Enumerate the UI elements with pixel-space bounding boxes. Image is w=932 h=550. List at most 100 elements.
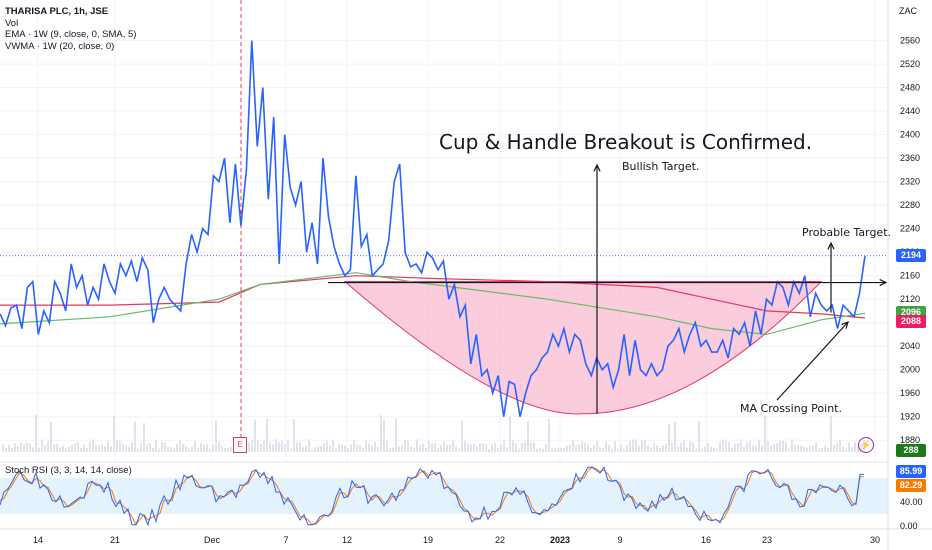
y-tick-label: 2120 — [900, 294, 920, 304]
volume-bar — [35, 414, 37, 452]
volume-bar — [560, 447, 562, 452]
volume-bar — [353, 439, 355, 452]
volume-bar — [785, 442, 787, 452]
volume-bar — [359, 445, 361, 452]
volume-bar — [296, 442, 298, 452]
volume-bar — [290, 448, 292, 452]
volume-bar — [797, 445, 799, 452]
volume-bar — [773, 443, 775, 452]
x-tick-label: 22 — [495, 535, 505, 545]
volume-bar — [632, 439, 634, 452]
volume-bar — [719, 441, 721, 452]
y-tick-label: 2040 — [900, 341, 920, 351]
volume-bar — [380, 415, 382, 452]
volume-bar — [578, 444, 580, 452]
stoch-k-badge: 85.99 — [896, 465, 926, 478]
annotation-arrows — [328, 163, 888, 414]
volume-bar — [500, 444, 502, 452]
volume-bar — [11, 448, 13, 452]
volume-bar — [254, 419, 256, 452]
volume-bar — [416, 439, 418, 452]
volume-bar — [662, 445, 664, 452]
volume-bar — [458, 448, 460, 452]
volume-bar — [275, 439, 277, 452]
volume-bar — [71, 444, 73, 452]
volume-bar — [299, 442, 301, 452]
y-tick-label: 2160 — [900, 271, 920, 281]
ema-label: EMA · 1W (9, close, 0, SMA, 5) — [5, 29, 137, 40]
x-tick-label: 21 — [110, 535, 120, 545]
volume-bar — [545, 444, 547, 452]
volume-bar — [809, 446, 811, 452]
volume-bar — [542, 448, 544, 452]
lightning-icon[interactable]: ⚡ — [858, 437, 874, 453]
volume-bar — [224, 448, 226, 452]
volume-bar — [125, 445, 127, 452]
volume-bar — [497, 448, 499, 452]
volume-bar — [56, 443, 58, 452]
volume-bar — [314, 447, 316, 452]
volume-bar — [488, 448, 490, 452]
volume-bar — [851, 447, 853, 452]
volume-bar — [335, 448, 337, 452]
volume-bar — [473, 444, 475, 452]
volume-bar — [164, 442, 166, 452]
volume-bar — [671, 442, 673, 452]
stoch-legend: Stoch RSI (3, 3, 14, 14, close) — [5, 465, 132, 476]
volume-bar — [623, 448, 625, 452]
volume-bar — [812, 445, 814, 452]
bullish-target-arrow-head — [593, 163, 601, 172]
volume-bar — [443, 441, 445, 452]
earnings-flag-icon[interactable]: E — [233, 437, 247, 453]
volume-bar — [596, 441, 598, 452]
volume-bar — [212, 444, 214, 452]
volume-bar — [116, 439, 118, 452]
volume-bar — [731, 447, 733, 452]
volume-bar — [74, 442, 76, 452]
volume-bar — [653, 443, 655, 452]
volume-bar — [692, 442, 694, 452]
volume-bar — [584, 442, 586, 452]
volume-bar — [38, 447, 40, 452]
volume-bar — [611, 448, 613, 452]
volume-bar — [701, 448, 703, 452]
volume-bar — [392, 447, 394, 452]
volume-bar — [815, 442, 817, 452]
volume-bar — [779, 440, 781, 452]
volume-bar — [131, 442, 133, 452]
volume-bar — [2, 444, 4, 452]
volume-bar — [803, 446, 805, 452]
volume-bar — [683, 440, 685, 452]
volume-bar — [707, 442, 709, 452]
volume-bar — [266, 418, 268, 452]
volume-bar — [284, 443, 286, 452]
volume-bar — [377, 446, 379, 452]
volume-bar — [608, 445, 610, 452]
volume-bar — [338, 444, 340, 452]
ma-crossing-arrow-head — [841, 320, 849, 329]
volume-bar — [536, 448, 538, 452]
volume-bar — [746, 442, 748, 452]
volume-bar — [197, 447, 199, 452]
volume-bar — [557, 447, 559, 452]
stoch-tick-label: 40.00 — [900, 497, 923, 507]
bullish-target-label: Bullish Target. — [622, 160, 700, 173]
y-tick-label: 2320 — [900, 177, 920, 187]
volume-bar — [323, 443, 325, 452]
volume-bar — [278, 442, 280, 452]
volume-bar — [479, 443, 481, 452]
volume-bar — [452, 440, 454, 452]
volume-bar — [644, 440, 646, 452]
volume-bar — [539, 447, 541, 452]
volume-bar — [5, 447, 7, 452]
volume-bar — [410, 446, 412, 452]
volume-bar — [464, 440, 466, 452]
volume-bar — [695, 448, 697, 452]
volume-bar — [260, 444, 262, 452]
volume-bar — [269, 442, 271, 452]
vwma-label: VWMA · 1W (20, close, 0) — [5, 40, 115, 52]
volume-bar — [827, 448, 829, 452]
volume-bar — [110, 446, 112, 452]
volume-bar — [485, 444, 487, 452]
